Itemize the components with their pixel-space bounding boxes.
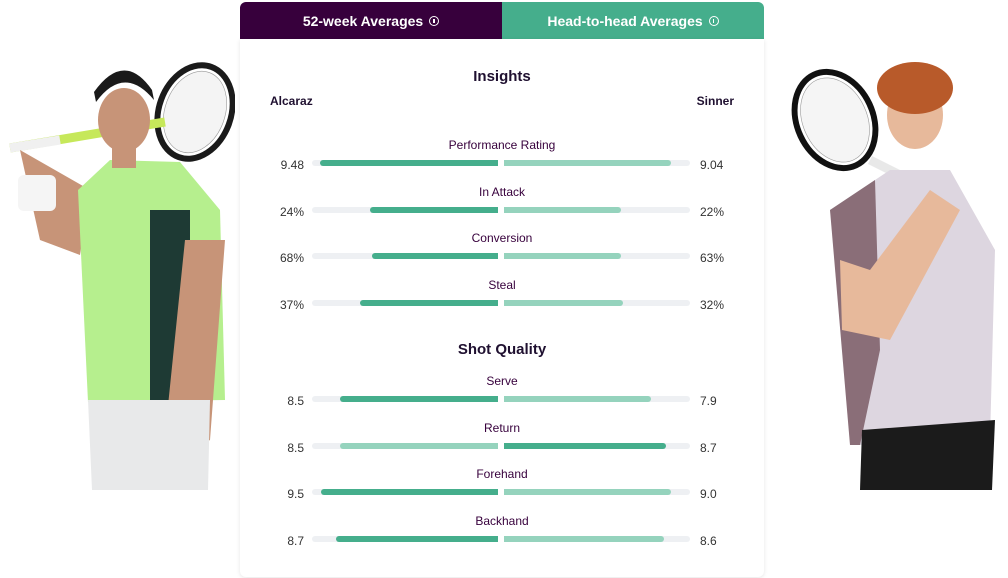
bar-track-left <box>312 489 498 495</box>
stat-value-left: 24% <box>279 204 304 219</box>
stat-row: Steal 37% 32% <box>240 278 764 324</box>
bar-track-left <box>312 535 498 542</box>
stat-label: Forehand <box>476 467 528 481</box>
bar-track-left <box>312 396 498 402</box>
tab-52-week-averages[interactable]: 52-week Averages <box>240 2 502 39</box>
info-icon[interactable] <box>708 15 719 26</box>
bar-fill-right <box>504 442 666 449</box>
bar-track-right <box>504 206 690 213</box>
stat-label: Serve <box>486 374 518 388</box>
bar-track-left <box>312 442 498 449</box>
stat-row: Backhand 8.7 8.6 <box>240 514 764 560</box>
stat-value-left: 8.5 <box>287 440 304 455</box>
tab-head-to-head-averages[interactable]: Head-to-head Averages <box>502 2 764 39</box>
bar-fill-right <box>504 396 651 402</box>
stat-value-left: 37% <box>279 297 304 312</box>
stat-row: Forehand 9.5 9.0 <box>240 467 764 513</box>
bar-fill-right <box>504 160 672 166</box>
section-title-shot-quality: Shot Quality <box>457 341 547 358</box>
bar-fill-right <box>504 206 622 213</box>
stat-label: Backhand <box>475 513 529 528</box>
alcaraz-photo <box>9 62 235 490</box>
stat-value-left: 68% <box>279 251 304 265</box>
bar-fill-right <box>504 535 664 542</box>
stat-value-right: 7.9 <box>700 394 717 408</box>
averages-tabs: 52-week Averages Head-to-head Averages <box>240 2 764 39</box>
stat-row: Conversion 68% 63% <box>240 231 764 277</box>
bar-track-left <box>312 160 498 166</box>
bar-track-left <box>312 299 498 306</box>
stat-value-right: 9.0 <box>700 487 717 501</box>
stat-value-left: 9.48 <box>280 158 304 172</box>
stat-value-right: 9.04 <box>700 158 724 172</box>
bar-fill-left <box>320 160 498 166</box>
stat-value-left: 8.5 <box>287 394 304 408</box>
bar-fill-left <box>360 299 498 306</box>
stat-value-right: 8.7 <box>700 440 717 455</box>
bar-fill-right <box>504 253 622 259</box>
stat-label: In Attack <box>478 184 526 199</box>
stat-row: In Attack 24% 22% <box>240 185 764 231</box>
bar-track-right <box>504 442 690 449</box>
bar-track-right <box>504 160 690 166</box>
bar-fill-right <box>504 489 672 495</box>
stat-row: Return 8.5 8.7 <box>240 421 764 467</box>
bar-track-right <box>504 253 690 259</box>
stat-row: Performance Rating 9.48 9.04 <box>240 138 764 184</box>
stat-value-right: 32% <box>700 297 725 312</box>
stat-value-right: 63% <box>700 251 725 265</box>
bar-fill-left <box>321 489 498 495</box>
bar-fill-right <box>504 299 624 306</box>
bar-track-right <box>504 396 690 402</box>
stat-label: Conversion <box>471 231 533 245</box>
stat-label: Steal <box>488 277 516 292</box>
player-name-left: Alcaraz <box>270 94 313 108</box>
tab-52-week-label: 52-week Averages <box>302 12 424 29</box>
info-icon[interactable] <box>429 15 440 26</box>
tab-head-to-head-label: Head-to-head Averages <box>547 12 703 29</box>
bar-fill-left <box>371 253 498 259</box>
bar-track-right <box>504 299 690 306</box>
bar-fill-left <box>339 442 498 449</box>
bar-track-left <box>312 206 498 213</box>
sinner-photo <box>791 62 995 490</box>
bar-fill-left <box>336 535 498 542</box>
stat-label: Performance Rating <box>448 138 556 152</box>
bar-track-right <box>504 489 690 495</box>
stat-row: Serve 8.5 7.9 <box>240 374 764 420</box>
stat-label: Return <box>483 420 521 435</box>
section-title-insights: Insights <box>473 68 531 85</box>
stat-value-left: 9.5 <box>287 487 304 501</box>
stat-value-right: 8.6 <box>700 533 717 548</box>
bar-fill-left <box>339 396 498 402</box>
bar-track-left <box>312 253 498 259</box>
bar-fill-left <box>369 206 498 213</box>
stats-card: Insights Alcaraz Sinner Performance Rati… <box>240 39 764 577</box>
stat-value-right: 22% <box>700 204 725 219</box>
stat-value-left: 8.7 <box>287 533 304 548</box>
bar-track-right <box>504 535 690 542</box>
player-name-right: Sinner <box>696 94 734 108</box>
